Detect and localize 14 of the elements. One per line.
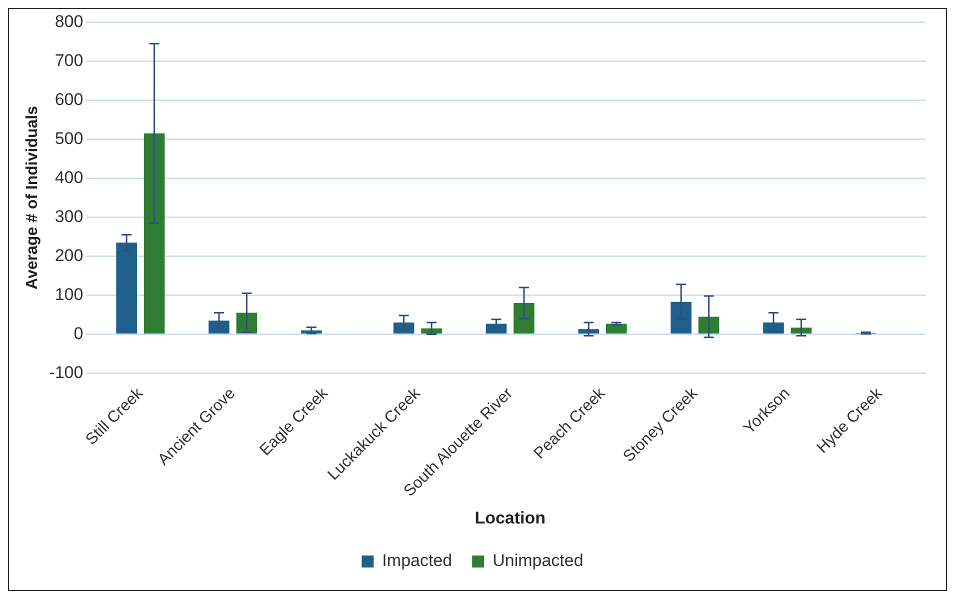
x-axis-title: Location — [474, 508, 546, 528]
y-tick-label: 0 — [74, 324, 84, 343]
y-tick-label: 400 — [54, 168, 84, 187]
y-tick-label: 800 — [54, 12, 84, 31]
y-tick-label: 500 — [54, 128, 84, 148]
y-tick-label: 100 — [54, 284, 84, 304]
legend-label: Impacted — [382, 551, 452, 570]
y-axis-title: Average # of Individuals — [24, 106, 42, 290]
y-tick-label: 300 — [54, 206, 84, 226]
y-tick-label: 200 — [54, 246, 84, 265]
y-tick-label: 600 — [54, 90, 84, 109]
legend-label: Unimpacted — [492, 551, 584, 570]
y-tick-label: -100 — [49, 362, 84, 382]
y-tick-label: 700 — [54, 50, 84, 70]
